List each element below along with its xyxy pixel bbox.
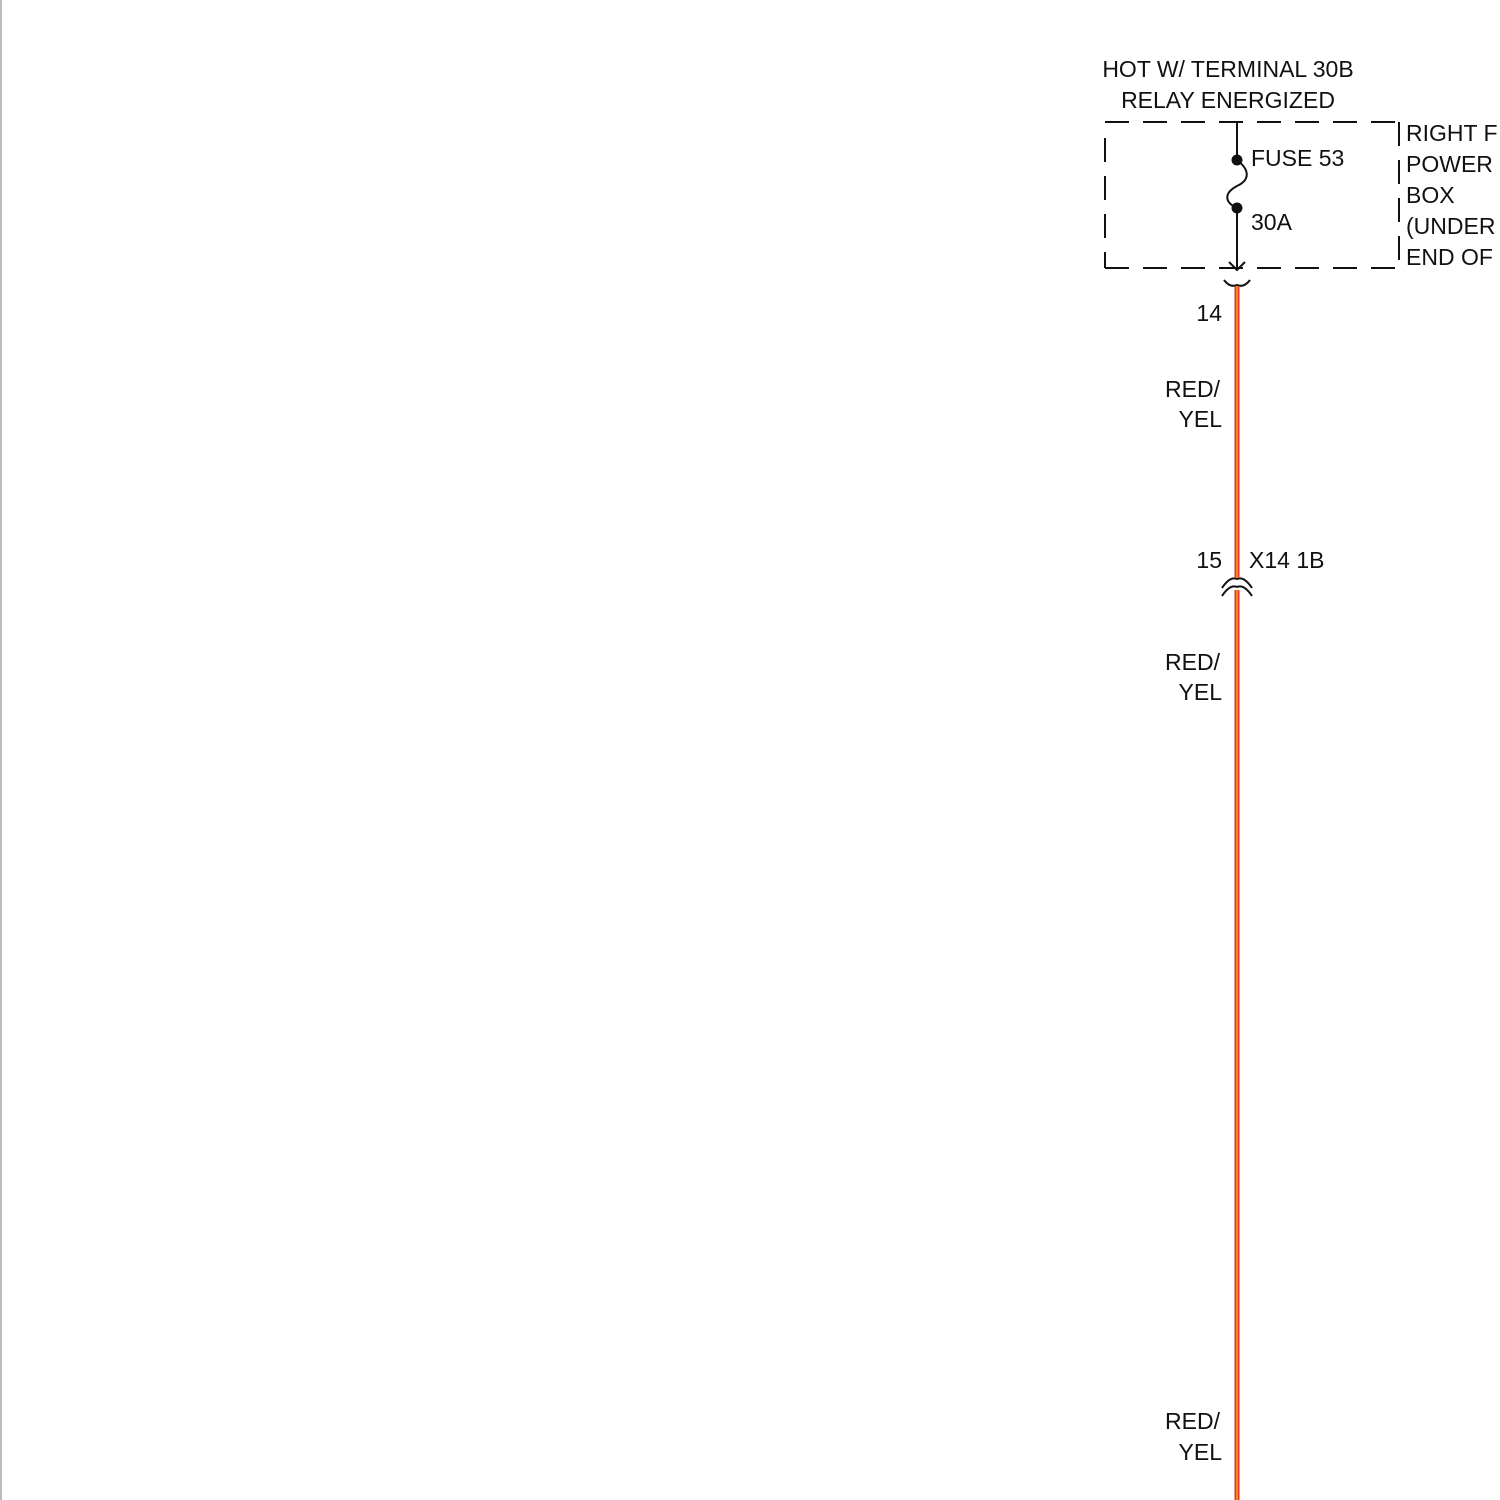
wire-color-label-1b: YEL	[1178, 406, 1222, 432]
power-box-outline	[1104, 121, 1400, 269]
fuse-rating-label: 30A	[1251, 209, 1292, 235]
component-label-line-4: (UNDER	[1406, 213, 1496, 239]
wire-color-label-2b: YEL	[1178, 679, 1222, 705]
connector-14-symbol	[1223, 279, 1251, 287]
component-label-line-1: RIGHT F	[1406, 120, 1498, 146]
fuse-terminal-bottom	[1231, 202, 1243, 214]
pin-15-label: 15	[1196, 547, 1222, 573]
fuse-symbol	[1226, 122, 1248, 272]
header-line-1: HOT W/ TERMINAL 30B	[1102, 56, 1354, 82]
wire-color-label-3a: RED/	[1165, 1408, 1220, 1434]
pin-14-label: 14	[1196, 300, 1222, 326]
fuse-terminal-top	[1231, 154, 1243, 166]
component-label-line-5: END OF	[1406, 244, 1493, 270]
component-label-line-2: POWER	[1406, 151, 1493, 177]
fuse-name-label: FUSE 53	[1251, 145, 1345, 171]
wire-color-label-3b: YEL	[1178, 1439, 1222, 1465]
component-label-line-3: BOX	[1406, 182, 1455, 208]
connector-x14-symbol	[1221, 577, 1253, 597]
connector-x14-label: X14 1B	[1249, 547, 1325, 573]
header-line-2: RELAY ENERGIZED	[1121, 87, 1335, 113]
wire-color-label-1a: RED/	[1165, 376, 1220, 402]
wire-color-label-2a: RED/	[1165, 649, 1220, 675]
